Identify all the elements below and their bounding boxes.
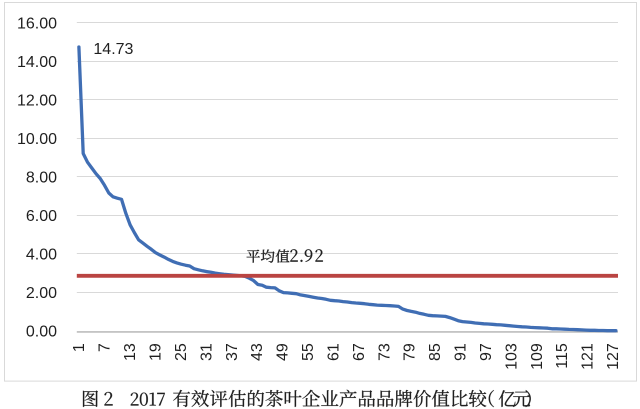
svg-text:67: 67 — [351, 343, 368, 361]
svg-text:55: 55 — [300, 343, 317, 361]
svg-text:1: 1 — [71, 343, 88, 352]
svg-text:61: 61 — [325, 343, 342, 361]
svg-text:13: 13 — [122, 343, 139, 361]
svg-text:2.00: 2.00 — [26, 285, 57, 302]
svg-text:16.00: 16.00 — [17, 15, 57, 32]
svg-text:49: 49 — [275, 343, 292, 361]
svg-text:85: 85 — [427, 343, 444, 361]
svg-text:79: 79 — [402, 343, 419, 361]
svg-text:91: 91 — [453, 343, 470, 361]
svg-text:103: 103 — [503, 343, 520, 370]
svg-text:19: 19 — [148, 343, 165, 361]
svg-text:4.00: 4.00 — [26, 246, 57, 263]
svg-text:14.73: 14.73 — [93, 41, 133, 58]
svg-text:12.00: 12.00 — [17, 92, 57, 109]
svg-text:14.00: 14.00 — [17, 54, 57, 71]
svg-text:43: 43 — [249, 343, 266, 361]
svg-text:73: 73 — [376, 343, 393, 361]
svg-text:10.00: 10.00 — [17, 131, 57, 148]
svg-text:0.00: 0.00 — [26, 324, 57, 341]
svg-text:121: 121 — [580, 343, 597, 370]
svg-text:109: 109 — [529, 343, 546, 370]
svg-text:8.00: 8.00 — [26, 169, 57, 186]
svg-text:7: 7 — [97, 343, 114, 352]
svg-text:31: 31 — [198, 343, 215, 361]
svg-text:97: 97 — [478, 343, 495, 361]
svg-text:6.00: 6.00 — [26, 208, 57, 225]
svg-text:37: 37 — [224, 343, 241, 361]
svg-text:25: 25 — [173, 343, 190, 361]
svg-text:127: 127 — [605, 343, 622, 370]
svg-text:115: 115 — [554, 343, 571, 369]
